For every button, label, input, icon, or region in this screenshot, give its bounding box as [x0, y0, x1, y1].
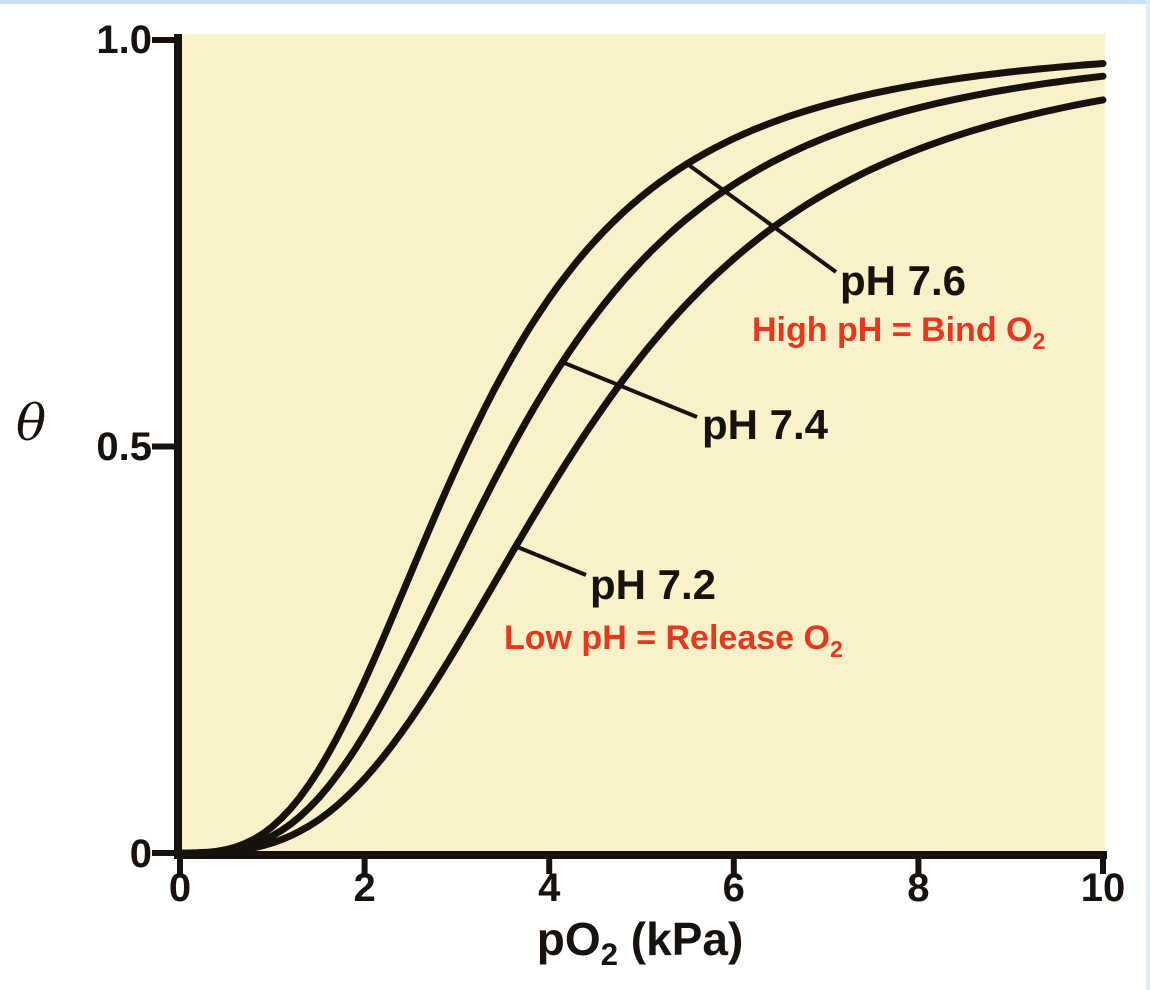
label-ph-7.2: pH 7.2 [590, 561, 717, 608]
x-axis-title-text: pO [536, 913, 601, 965]
note-low-ph-text: Low pH = Release O [504, 619, 830, 657]
label-ph-7.6: pH 7.6 [840, 257, 967, 304]
x-tick-label-2: 2 [353, 866, 376, 910]
y-tick-label-0: 0 [129, 832, 152, 876]
x-tick-label-4: 4 [538, 866, 561, 910]
window-edge-artifact-top [0, 0, 1150, 4]
y-tick-label-0.5: 0.5 [96, 425, 152, 469]
note-high-ph: High pH = Bind O2 [752, 310, 1046, 354]
note-high-ph-subscript: 2 [1032, 327, 1046, 354]
x-tick-label-6: 6 [722, 866, 745, 910]
window-edge-artifact-right [1146, 0, 1150, 990]
note-low-ph: Low pH = Release O2 [504, 618, 843, 662]
x-axis-title-subscript: 2 [600, 937, 619, 973]
leader-line-ph-7.4 [561, 360, 698, 419]
leader-line-ph-7.2 [514, 544, 587, 577]
y-tick-label-1.0: 1.0 [96, 18, 152, 62]
curve-ph-7.2 [176, 96, 1107, 857]
x-axis-title-units: (kPa) [618, 913, 744, 965]
x-tick-label-10: 10 [1080, 866, 1126, 910]
y-axis-title: θ [16, 394, 47, 452]
x-tick-label-0: 0 [168, 866, 192, 910]
note-high-ph-text: High pH = Bind O [752, 311, 1033, 349]
curve-ph-7.4 [176, 72, 1107, 857]
leader-line-ph-7.6 [684, 161, 838, 274]
plot-area [178, 34, 1105, 855]
label-ph-7.4: pH 7.4 [702, 401, 829, 448]
axes [174, 34, 1107, 859]
curve-ph-7.6 [176, 60, 1107, 857]
x-tick-label-8: 8 [907, 866, 930, 910]
note-low-ph-subscript: 2 [829, 635, 843, 662]
x-axis-title: pO2 (kPa) [536, 913, 744, 970]
